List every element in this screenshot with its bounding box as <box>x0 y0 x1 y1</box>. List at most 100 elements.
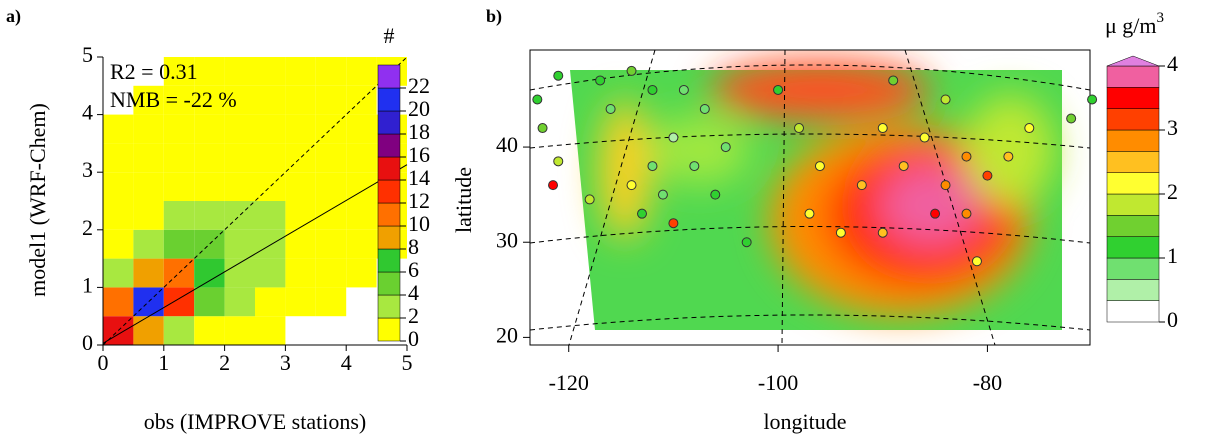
heatmap-cell <box>194 258 225 288</box>
station <box>971 256 982 267</box>
y-axis-title: model1 (WRF-Chem) <box>25 103 50 297</box>
colorbar-swatch <box>1106 193 1160 216</box>
heatmap-cell <box>285 229 316 259</box>
station <box>856 180 867 191</box>
heatmap-cell <box>163 229 195 259</box>
heatmap-cell <box>315 114 347 144</box>
heatmap-cell <box>133 316 164 345</box>
heatmap-cell <box>194 114 225 144</box>
panel-label: b) <box>486 6 502 27</box>
heatmap-cell <box>194 143 225 173</box>
station <box>553 70 564 81</box>
heatmap-cell <box>194 316 225 345</box>
station <box>532 94 543 105</box>
heatmap-cell <box>133 201 164 230</box>
heatmap-cell <box>133 287 164 317</box>
station <box>940 94 951 105</box>
station <box>794 123 805 134</box>
heatmap-cell <box>103 172 134 201</box>
heatmap-cell <box>255 114 286 144</box>
x-tick-label: 3 <box>280 350 291 375</box>
heatmap-cell <box>133 114 164 144</box>
x-tick-label: -120 <box>549 370 589 395</box>
station <box>961 208 972 219</box>
heatmap-cell <box>133 258 164 288</box>
station <box>741 237 752 248</box>
map-frame <box>529 49 1091 346</box>
heatmap-cell <box>285 143 316 173</box>
x-tick-label: -80 <box>973 370 1002 395</box>
heatmap-cell <box>255 143 286 173</box>
station <box>637 208 647 219</box>
heatmap-cell <box>133 172 164 201</box>
colorbar-swatch <box>1106 151 1160 173</box>
colorbar-swatch <box>1106 257 1160 280</box>
station <box>647 161 658 172</box>
station <box>626 180 637 191</box>
heatmap-cell <box>255 229 286 259</box>
station <box>1087 94 1098 105</box>
heatmap-cell <box>346 85 377 115</box>
heatmap-cell <box>163 258 195 288</box>
colorbar-tick-label: 4 <box>408 280 419 305</box>
heatmap-cell <box>103 114 134 144</box>
heatmap-cell <box>163 57 195 86</box>
x-tick-label: 4 <box>341 350 352 375</box>
station <box>678 84 689 95</box>
colorbar-title: μ g/m3 <box>1105 10 1164 38</box>
colorbar-swatch <box>1106 300 1160 323</box>
colorbar-swatch <box>377 225 401 250</box>
heatmap-cell <box>346 57 377 86</box>
y-tick-label: 4 <box>82 100 93 125</box>
colorbar-swatch <box>1106 279 1160 301</box>
station <box>835 227 846 238</box>
heatmap-cell <box>194 229 225 259</box>
x-tick-label: 1 <box>158 350 169 375</box>
heatmap-cell <box>133 85 164 115</box>
station <box>710 189 721 200</box>
heatmap-cell <box>255 201 286 230</box>
heatmap-cell <box>163 172 195 201</box>
station <box>814 161 825 172</box>
station <box>626 65 637 76</box>
station <box>605 104 616 114</box>
heatmap-cell <box>224 287 255 317</box>
colorbar-swatch <box>377 64 401 89</box>
heatmap-cell <box>285 287 316 317</box>
y-tick-label: 40 <box>496 132 518 157</box>
station <box>930 208 941 219</box>
heatmap-cell <box>255 258 286 288</box>
colorbar-swatch <box>377 133 401 158</box>
colorbar-swatch <box>1106 65 1160 88</box>
y-tick-label: 0 <box>82 330 93 355</box>
station <box>689 161 700 172</box>
station <box>699 104 710 114</box>
colorbar-tick-label: 3 <box>1167 115 1178 140</box>
heatmap-cell <box>255 316 286 345</box>
heatmap-cell <box>194 57 225 86</box>
station <box>584 194 595 205</box>
heatmap-cell <box>255 57 286 86</box>
heatmap-cell <box>194 287 225 317</box>
heatmap-cell <box>163 201 195 230</box>
station <box>1066 113 1077 124</box>
heatmap-cell <box>103 229 134 259</box>
heatmap-cell <box>194 85 225 115</box>
heatmap-cell <box>255 85 286 115</box>
heatmap-cell <box>224 114 255 144</box>
station <box>548 180 559 191</box>
heatmap-cell <box>285 258 316 288</box>
annotation: NMB = -22 % <box>110 87 237 112</box>
colorbar-swatch <box>377 110 401 135</box>
heatmap-cell <box>285 85 316 115</box>
x-tick-label: 5 <box>402 350 413 375</box>
heatmap-cell <box>163 114 195 144</box>
colorbar-extension <box>1106 55 1160 67</box>
colorbar-swatch <box>1106 215 1160 237</box>
heatmap-cell <box>163 143 195 173</box>
heatmap-cell <box>133 229 164 259</box>
heatmap-cell <box>163 287 195 317</box>
y-tick-label: 30 <box>496 227 518 252</box>
heatmap-cell <box>346 172 377 201</box>
heatmap-cell <box>163 85 195 115</box>
